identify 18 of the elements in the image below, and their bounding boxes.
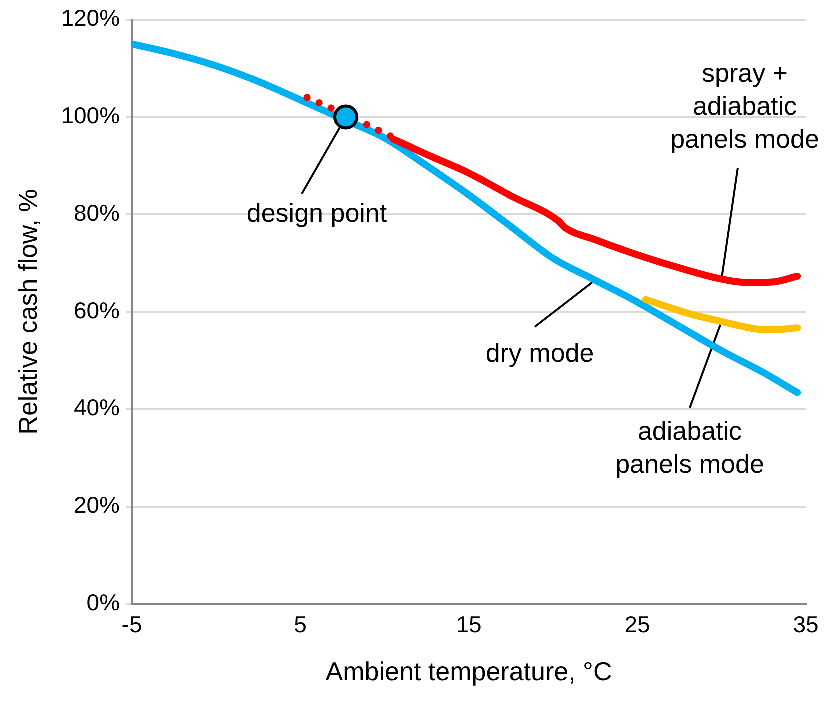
annotation: adiabatic panels mode <box>616 416 764 480</box>
y-tick-label: 60% <box>74 297 120 324</box>
x-tick-label: 15 <box>456 611 482 638</box>
annotation: dry mode <box>486 338 594 368</box>
y-axis-title: Relative cash flow, % <box>12 189 43 435</box>
x-tick-label: -5 <box>122 611 142 638</box>
x-tick-label: 25 <box>624 611 650 638</box>
y-tick-label: 80% <box>74 200 120 226</box>
y-tick-label: 120% <box>61 5 120 32</box>
x-tick-label: 35 <box>793 611 819 638</box>
y-tick-label: 0% <box>86 590 120 616</box>
annotation: spray + adiabatic panels mode <box>670 58 820 154</box>
x-axis-title: Ambient temperature, °C <box>326 656 612 687</box>
y-tick-label: 20% <box>74 492 120 518</box>
x-tick-label: 5 <box>294 611 307 638</box>
y-tick-label: 100% <box>61 102 120 129</box>
annotation: design point <box>246 198 388 228</box>
y-tick-label: 40% <box>74 394 120 421</box>
